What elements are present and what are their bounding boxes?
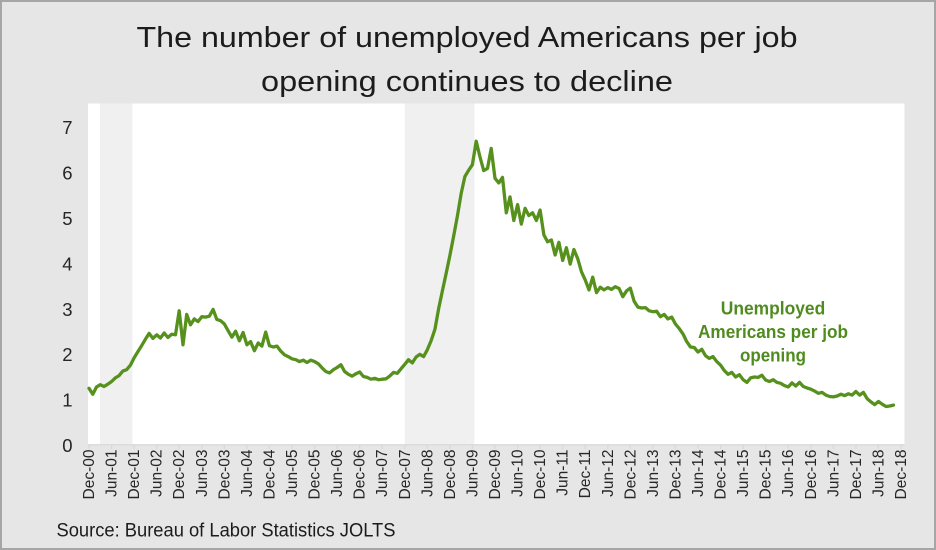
svg-text:Dec-10: Dec-10 [532, 449, 549, 499]
svg-text:Dec-02: Dec-02 [171, 450, 188, 500]
svg-text:Dec-13: Dec-13 [667, 450, 684, 500]
svg-text:Dec-08: Dec-08 [442, 450, 459, 500]
svg-text:Dec-14: Dec-14 [713, 449, 730, 499]
svg-text:Jun-18: Jun-18 [870, 450, 887, 497]
svg-text:Jun-07: Jun-07 [374, 450, 391, 497]
svg-text:Dec-03: Dec-03 [216, 450, 233, 500]
svg-text:Jun-02: Jun-02 [149, 450, 166, 497]
svg-text:Dec-11: Dec-11 [577, 450, 594, 499]
svg-text:Jun-03: Jun-03 [194, 450, 211, 497]
svg-text:Jun-12: Jun-12 [600, 450, 617, 497]
svg-text:4: 4 [62, 253, 72, 274]
svg-text:Dec-00: Dec-00 [81, 449, 98, 499]
svg-text:opening: opening [740, 345, 806, 366]
svg-text:5: 5 [62, 208, 72, 229]
svg-text:Americans per job: Americans per job [698, 321, 848, 342]
svg-text:3: 3 [62, 299, 72, 320]
svg-text:Jun-15: Jun-15 [735, 450, 752, 497]
svg-text:opening continues to decline: opening continues to decline [261, 66, 673, 98]
svg-text:1: 1 [62, 390, 72, 411]
svg-text:Dec-15: Dec-15 [758, 450, 775, 500]
svg-text:Dec-01: Dec-01 [126, 450, 143, 500]
svg-text:Jun-13: Jun-13 [645, 450, 662, 497]
svg-text:Dec-06: Dec-06 [352, 450, 369, 500]
svg-text:Jun-16: Jun-16 [780, 450, 797, 497]
svg-text:2: 2 [62, 344, 72, 365]
svg-text:Dec-12: Dec-12 [622, 450, 639, 500]
svg-text:The number of unemployed Ameri: The number of unemployed Americans per j… [137, 22, 798, 54]
svg-text:Dec-17: Dec-17 [848, 450, 865, 500]
svg-text:Jun-14: Jun-14 [690, 449, 707, 497]
svg-text:Source: Bureau of Labor Statis: Source: Bureau of Labor Statistics JOLTS [57, 521, 396, 542]
svg-text:Jun-09: Jun-09 [464, 450, 481, 497]
svg-text:Dec-05: Dec-05 [307, 450, 324, 500]
svg-text:Dec-04: Dec-04 [261, 449, 278, 499]
svg-text:Dec-09: Dec-09 [487, 450, 504, 500]
svg-text:Dec-07: Dec-07 [397, 450, 414, 500]
svg-text:Dec-16: Dec-16 [803, 450, 820, 500]
svg-text:Jun-17: Jun-17 [825, 450, 842, 497]
svg-text:7: 7 [62, 117, 72, 138]
svg-text:Jun-01: Jun-01 [104, 450, 121, 497]
svg-text:6: 6 [62, 163, 72, 184]
svg-text:Jun-06: Jun-06 [329, 450, 346, 497]
svg-text:Jun-10: Jun-10 [510, 449, 527, 497]
svg-text:Jun-08: Jun-08 [419, 450, 436, 497]
svg-text:Dec-18: Dec-18 [893, 450, 910, 500]
svg-text:Jun-05: Jun-05 [284, 450, 301, 497]
svg-text:Unemployed: Unemployed [721, 298, 826, 319]
svg-text:Jun-04: Jun-04 [239, 449, 256, 497]
svg-text:0: 0 [62, 435, 72, 456]
svg-text:Jun-11: Jun-11 [555, 450, 572, 496]
